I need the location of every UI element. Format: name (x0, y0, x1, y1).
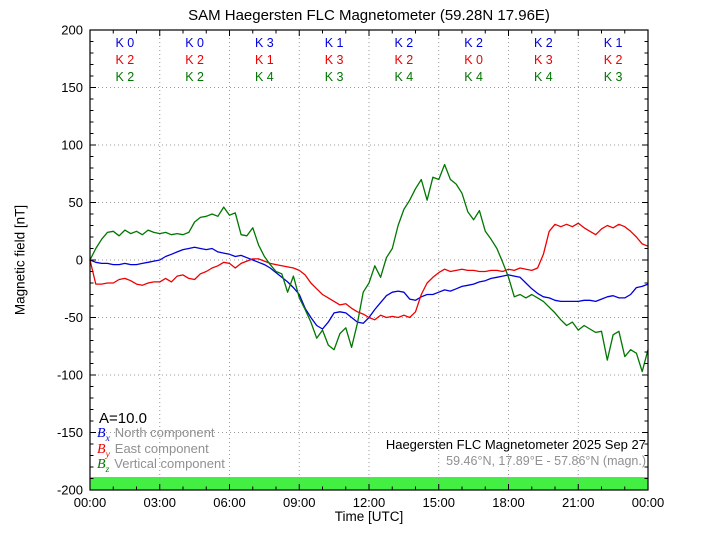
x-tick-label: 06:00 (213, 495, 246, 510)
chart-title: SAM Haegersten FLC Magnetometer (59.28N … (188, 7, 550, 24)
y-tick-label: 200 (61, 23, 83, 38)
y-tick-label: 50 (69, 195, 83, 210)
k-index-by-1: K 2 (185, 53, 204, 67)
legend-label-east: East component (114, 440, 209, 456)
series-bx (89, 246, 649, 330)
y-tick-label: -100 (57, 368, 83, 383)
legend-item-east: By East component (97, 440, 225, 460)
k-index-bz-3: K 3 (325, 70, 344, 84)
gridlines (90, 30, 648, 490)
y-axis-label: Magnetic field [nT] (12, 204, 28, 316)
series-bz (89, 163, 649, 373)
k-index-bx-2: K 3 (255, 36, 274, 50)
station-coordinates: 59.46°N, 17.89°E - 57.86°N (magn.) (446, 454, 646, 468)
k-index-by-3: K 3 (325, 53, 344, 67)
x-tick-label: 21:00 (562, 495, 595, 510)
k-index-bx-4: K 2 (394, 36, 413, 50)
k-index-by-2: K 1 (255, 53, 274, 67)
y-tick-label: 150 (61, 80, 83, 95)
k-index-by-0: K 2 (115, 53, 134, 67)
by-symbol: By (97, 441, 110, 460)
k-index-by-6: K 3 (534, 53, 553, 67)
k-index-bz-1: K 2 (185, 70, 204, 84)
k-index-bz-2: K 4 (255, 70, 274, 84)
k-index-bx-6: K 2 (534, 36, 553, 50)
legend-label-north: North component (114, 425, 215, 440)
legend-item-vertical: Bz Vertical component (97, 456, 225, 475)
station-info: Haegersten FLC Magnetometer 2025 Sep 27 … (386, 437, 646, 469)
y-tick-label: -50 (64, 310, 83, 325)
y-tick-label: -150 (57, 425, 83, 440)
y-tick-label: 0 (76, 253, 83, 268)
x-tick-label: 00:00 (632, 495, 665, 510)
legend: Bx North component By East component Bz Ver… (97, 425, 225, 475)
k-index-by-7: K 2 (604, 53, 623, 67)
x-tick-label: 12:00 (353, 495, 386, 510)
x-tick-label: 09:00 (283, 495, 316, 510)
x-tick-label: 00:00 (74, 495, 107, 510)
x-tick-label: 15:00 (422, 495, 455, 510)
k-index-bx-1: K 0 (185, 36, 204, 50)
bz-symbol: Bz (97, 457, 110, 475)
plot-frame (89, 29, 649, 491)
station-name-date: Haegersten FLC Magnetometer 2025 Sep 27 (385, 437, 646, 452)
y-tick-label: -200 (57, 483, 83, 498)
k-index-bz-4: K 4 (394, 70, 413, 84)
bx-symbol: Bx (97, 426, 110, 444)
y-tick-label: 100 (61, 138, 83, 153)
x-tick-label: 18:00 (492, 495, 525, 510)
series-by (89, 222, 649, 321)
k-index-by-5: K 0 (464, 53, 483, 67)
k-index-bx-7: K 1 (604, 36, 623, 50)
k-index-bx-0: K 0 (115, 36, 134, 50)
k-index-bx-3: K 1 (325, 36, 344, 50)
x-tick-label: 03:00 (143, 495, 176, 510)
axis-ticks (89, 29, 649, 491)
k-index-bz-0: K 2 (115, 70, 134, 84)
x-axis-label: Time [UTC] (334, 509, 404, 524)
k-index-bz-6: K 4 (534, 70, 553, 84)
legend-label-vertical: Vertical component (114, 456, 225, 471)
legend-item-north: Bx North component (97, 425, 225, 444)
k-index-bz-7: K 3 (604, 70, 623, 84)
k-index-bz-5: K 4 (464, 70, 483, 84)
k-index-by-4: K 2 (394, 53, 413, 67)
k-index-bx-5: K 2 (464, 36, 483, 50)
a-index-annotation: A=10.0 (99, 410, 147, 427)
